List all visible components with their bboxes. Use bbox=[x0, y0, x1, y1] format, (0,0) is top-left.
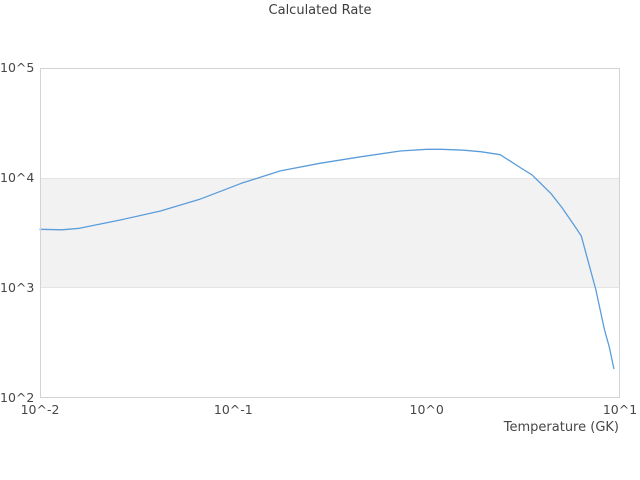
y-tick-1e4: 10^4 bbox=[0, 170, 35, 185]
x-tick-1e-2: 10^-2 bbox=[20, 402, 60, 417]
x-tick-1e1: 10^1 bbox=[602, 402, 638, 417]
y-tick-1e3: 10^3 bbox=[0, 280, 35, 295]
y-tick-1e2: 10^2 bbox=[0, 390, 35, 405]
x-tick-1e-1: 10^-1 bbox=[213, 402, 253, 417]
chart-title: Calculated Rate bbox=[268, 3, 372, 18]
x-tick-1e0: 10^0 bbox=[409, 402, 444, 417]
rate-line bbox=[39, 148, 615, 370]
y-tick-1e5: 10^5 bbox=[0, 60, 35, 75]
highlight-band bbox=[40, 178, 620, 288]
x-axis-label: Temperature (GK) bbox=[503, 420, 619, 435]
